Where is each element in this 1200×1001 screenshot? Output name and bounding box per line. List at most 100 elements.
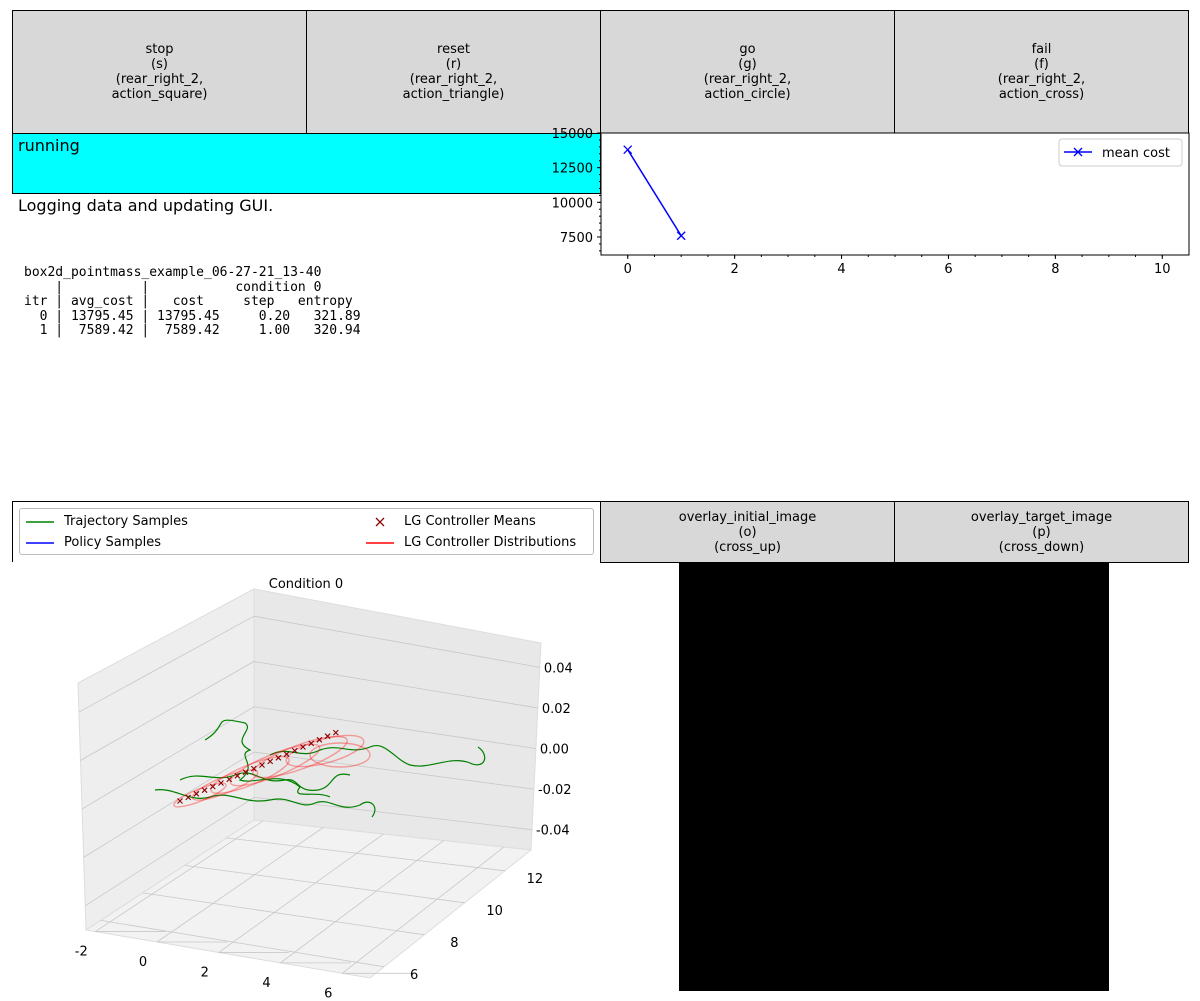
lg-mean-marker bbox=[308, 740, 315, 747]
grid-line-z bbox=[84, 796, 533, 907]
cost-y-tick-label: 7500 bbox=[560, 231, 593, 246]
plot-title: Condition 0 bbox=[269, 577, 343, 592]
overlay-initial-key: (o) bbox=[738, 524, 757, 540]
reset-key: (r) bbox=[445, 57, 462, 72]
z-tick-label: -0.04 bbox=[536, 824, 570, 839]
overlay-initial-image-button[interactable]: overlay_initial_image (o) (cross_up) bbox=[600, 501, 895, 563]
log-row: 0 | 13795.45 | 13795.45 0.20 321.89 bbox=[24, 308, 361, 324]
legend-lg-controller-distributions: LG Controller Distributions bbox=[404, 535, 577, 550]
cost-x-tick-label: 8 bbox=[1051, 262, 1059, 277]
z-tick-label: 0.04 bbox=[544, 661, 573, 676]
z-tick-label: -0.02 bbox=[538, 783, 572, 798]
status-banner: running bbox=[12, 133, 601, 194]
lg-mean-marker bbox=[242, 769, 249, 776]
grid-line-x bbox=[280, 840, 444, 964]
go-binding: (rear_right_2, bbox=[703, 72, 792, 87]
y-tick-label: 8 bbox=[450, 936, 458, 951]
x-tick-label: 2 bbox=[201, 965, 209, 980]
lg-mean-marker bbox=[283, 751, 290, 758]
lg-mean-marker bbox=[185, 794, 192, 801]
lg-mean-marker bbox=[259, 762, 265, 768]
go-label: go bbox=[739, 42, 756, 57]
x-tick-label: 0 bbox=[139, 955, 147, 970]
log-header-condition: | | condition 0 bbox=[24, 279, 322, 295]
lg-mean-marker bbox=[209, 783, 216, 790]
lg-mean-marker bbox=[316, 736, 323, 743]
lg-controller-means bbox=[177, 729, 339, 804]
cost-x-tick-label: 0 bbox=[624, 262, 632, 277]
mean-cost-point bbox=[623, 145, 633, 155]
z-tick-label: 0.02 bbox=[542, 702, 571, 717]
cost-legend: mean cost bbox=[1058, 138, 1183, 167]
cost-x-tick-label: 10 bbox=[1154, 262, 1171, 277]
lg-mean-marker bbox=[267, 758, 274, 765]
cost-y-tick-label: 10000 bbox=[552, 196, 593, 211]
trajectory-3d-plot: Condition 0 -2 0 2 4 6 6 8 10 12 -0.04 -0.02 0.00 0.… bbox=[75, 577, 573, 1001]
lg-mean-marker bbox=[250, 765, 257, 772]
trajectory-legend: Trajectory Samples Policy Samples LG Con… bbox=[19, 508, 594, 555]
cost-legend-label: mean cost bbox=[1102, 146, 1170, 161]
y-tick-label: 12 bbox=[527, 872, 544, 887]
overlay-initial-binding: (cross_up) bbox=[714, 539, 781, 555]
trajectory-legend-panel: Trajectory Samples Policy Samples LG Con… bbox=[12, 501, 601, 562]
log-header-columns: itr | avg_cost | cost step entropy bbox=[24, 294, 353, 309]
grid-line-y bbox=[184, 864, 465, 904]
lg-mean-marker bbox=[218, 780, 224, 786]
lg-mean-marker bbox=[177, 798, 183, 804]
cost-x-tick-label: 4 bbox=[837, 262, 845, 277]
grid-line-x bbox=[341, 846, 505, 974]
y-tick-label: 6 bbox=[410, 968, 418, 983]
overlay-target-binding: (cross_down) bbox=[998, 539, 1085, 555]
lg-mean-marker bbox=[291, 747, 298, 754]
cost-y-tick-label: 15000 bbox=[552, 127, 593, 142]
log-row: 1 | 7589.42 | 7589.42 1.00 320.94 bbox=[24, 323, 361, 338]
go-key: (g) bbox=[738, 57, 757, 72]
fail-label: fail bbox=[1031, 42, 1052, 57]
fail-binding-action: action_cross) bbox=[998, 87, 1085, 102]
stop-binding-action: action_square) bbox=[111, 87, 208, 102]
legend-policy-samples: Policy Samples bbox=[64, 535, 162, 550]
grid-line-y bbox=[100, 919, 385, 968]
grid-line-x bbox=[218, 833, 384, 953]
stop-button[interactable]: stop (s) (rear_right_2, action_square) bbox=[12, 10, 307, 134]
mean-cost-line bbox=[627, 149, 682, 237]
reset-binding-action: action_triangle) bbox=[402, 87, 505, 102]
overlay-target-image-button[interactable]: overlay_target_image (p) (cross_down) bbox=[894, 501, 1189, 563]
lg-mean-marker bbox=[226, 776, 233, 783]
grid-line-z bbox=[80, 661, 538, 761]
grid-line-x bbox=[156, 827, 324, 943]
lg-controller-distributions bbox=[173, 734, 371, 808]
lg-mean-marker bbox=[201, 787, 208, 794]
trajectory-samples bbox=[154, 719, 486, 818]
mean-cost-chart: 0 2 4 6 8 10 7500 10000 12500 15000 mean cost bbox=[552, 127, 1190, 277]
status-text: running bbox=[18, 136, 80, 155]
fail-binding: (rear_right_2, bbox=[997, 72, 1086, 87]
x-tick-label: 6 bbox=[324, 986, 332, 1001]
legend-trajectory-samples: Trajectory Samples bbox=[64, 514, 188, 529]
x-tick-label: -2 bbox=[75, 945, 88, 960]
go-binding-action: action_circle) bbox=[704, 87, 791, 102]
lg-mean-marker bbox=[193, 790, 200, 797]
overlay-target-key: (p) bbox=[1032, 524, 1051, 540]
fail-button[interactable]: fail (f) (rear_right_2, action_cross) bbox=[894, 10, 1189, 134]
lg-mean-marker bbox=[275, 754, 282, 761]
legend-lg-controller-means: LG Controller Means bbox=[404, 514, 536, 529]
x-tick-label: 4 bbox=[262, 976, 270, 991]
go-button[interactable]: go (g) (rear_right_2, action_circle) bbox=[600, 10, 895, 134]
training-log: box2d_pointmass_example_06-27-21_13-40 |… bbox=[24, 265, 361, 339]
grid-line-z bbox=[81, 706, 536, 810]
grid-line-y bbox=[226, 837, 505, 872]
overlay-target-label: overlay_target_image bbox=[970, 509, 1113, 525]
overlay-initial-label: overlay_initial_image bbox=[678, 509, 817, 525]
lg-mean-marker bbox=[324, 733, 331, 740]
reset-button[interactable]: reset (r) (rear_right_2, action_triangle… bbox=[306, 10, 601, 134]
grid-line-z bbox=[83, 751, 534, 858]
reset-binding: (rear_right_2, bbox=[409, 72, 498, 87]
reset-label: reset bbox=[437, 42, 470, 57]
grid-line-y bbox=[142, 892, 425, 936]
cost-y-tick-label: 12500 bbox=[552, 162, 593, 177]
stop-key: (s) bbox=[151, 57, 168, 72]
cost-x-tick-label: 6 bbox=[944, 262, 952, 277]
cost-x-tick-label: 2 bbox=[730, 262, 738, 277]
y-tick-label: 10 bbox=[486, 904, 503, 919]
